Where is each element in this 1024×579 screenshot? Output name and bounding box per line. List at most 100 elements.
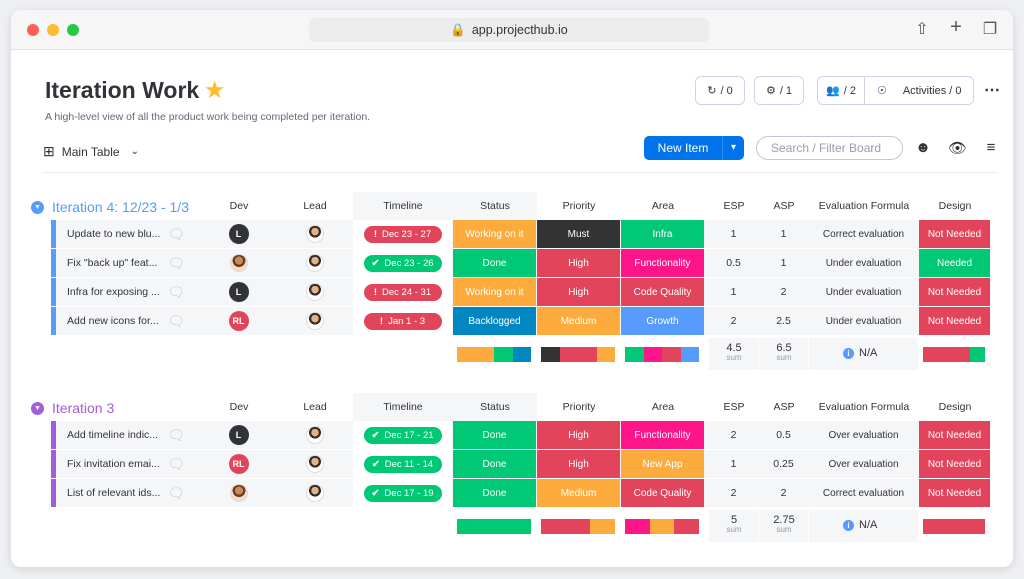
avatar[interactable]	[305, 455, 324, 473]
cell-area[interactable]: Infra	[621, 220, 704, 248]
chevron-down-icon[interactable]: ▼	[31, 200, 44, 214]
cell-asp[interactable]: 0.25	[759, 450, 808, 478]
timeline-badge[interactable]: ✔ Dec 23 - 26	[363, 254, 442, 272]
maximize-window-button[interactable]	[67, 24, 79, 36]
chevron-down-icon[interactable]: ▼	[31, 401, 44, 415]
column-header-area[interactable]: Area	[651, 200, 675, 212]
minimize-window-button[interactable]	[47, 24, 59, 36]
column-header-esp[interactable]: ESP	[723, 200, 745, 212]
cell-area[interactable]: Growth	[621, 307, 704, 335]
table-row[interactable]: Infra for exposing ... 🗨 L! Dec 24 - 31 Work…	[51, 278, 991, 306]
cell-status[interactable]: Backlogged	[453, 307, 536, 335]
column-header-area[interactable]: Area	[651, 401, 675, 413]
cell-priority[interactable]: High	[537, 421, 620, 449]
cell-dev[interactable]	[201, 479, 276, 507]
avatar[interactable]	[229, 254, 248, 272]
item-name[interactable]: Fix invitation emai...	[67, 458, 160, 470]
comment-icon[interactable]: 🗨	[167, 284, 185, 300]
cell-esp[interactable]: 1	[709, 278, 758, 306]
comment-icon[interactable]: 🗨	[167, 313, 185, 329]
new-tab-icon[interactable]: +	[950, 16, 962, 38]
cell-evaluation[interactable]: Correct evaluation	[809, 220, 918, 248]
cell-asp[interactable]: 2	[759, 479, 808, 507]
timeline-badge[interactable]: ✔ Dec 11 - 14	[363, 455, 442, 473]
cell-priority[interactable]: Medium	[537, 307, 620, 335]
cell-evaluation[interactable]: Over evaluation	[809, 421, 918, 449]
cell-evaluation[interactable]: Under evaluation	[809, 307, 918, 335]
star-icon[interactable]: ★	[205, 79, 225, 102]
item-name-cell[interactable]: Add new icons for... 🗨	[51, 307, 199, 335]
comment-icon[interactable]: 🗨	[167, 427, 185, 443]
avatar[interactable]: L	[228, 282, 249, 302]
avatar[interactable]	[305, 484, 324, 502]
column-header-evaluation[interactable]: Evaluation Formula	[818, 401, 910, 413]
cell-dev[interactable]: L	[201, 220, 276, 248]
item-name[interactable]: Add timeline indic...	[67, 429, 159, 441]
cell-design[interactable]: Not Needed	[919, 450, 990, 478]
cell-esp[interactable]: 2	[709, 479, 758, 507]
cell-asp[interactable]: 0.5	[759, 421, 808, 449]
summary-bar-design[interactable]	[923, 519, 985, 534]
close-window-button[interactable]	[27, 24, 39, 36]
avatar[interactable]	[305, 312, 324, 330]
cell-design[interactable]: Not Needed	[919, 307, 990, 335]
avatar[interactable]	[305, 426, 324, 444]
cell-evaluation[interactable]: Correct evaluation	[809, 479, 918, 507]
column-header-timeline[interactable]: Timeline	[353, 192, 453, 220]
avatar[interactable]	[229, 484, 248, 502]
column-header-design[interactable]: Design	[938, 401, 972, 413]
cell-status[interactable]: Done	[453, 479, 536, 507]
cell-dev[interactable]: RL	[201, 307, 276, 335]
cell-timeline[interactable]: ! Jan 1 - 3	[353, 307, 452, 335]
search-input[interactable]: Search / Filter Board	[756, 136, 903, 160]
integrations-button[interactable]: ⚙ / 1	[754, 76, 804, 105]
cell-timeline[interactable]: ✔ Dec 23 - 26	[353, 249, 452, 277]
avatar[interactable]: RL	[228, 311, 249, 331]
item-name-cell[interactable]: Infra for exposing ... 🗨	[51, 278, 199, 306]
item-name-cell[interactable]: Update to new blu... 🗨	[51, 220, 199, 248]
cell-dev[interactable]	[201, 249, 276, 277]
more-options-icon[interactable]: ⋯	[984, 82, 1000, 99]
cell-dev[interactable]: L	[201, 278, 276, 306]
table-row[interactable]: Update to new blu... 🗨 L! Dec 23 - 27 Workin…	[51, 220, 991, 248]
cell-lead[interactable]	[277, 421, 352, 449]
timeline-badge[interactable]: ! Dec 23 - 27	[363, 225, 442, 243]
item-name[interactable]: Add new icons for...	[67, 315, 159, 327]
summary-bar-priority[interactable]	[541, 347, 615, 362]
avatar[interactable]	[305, 254, 324, 272]
cell-status[interactable]: Done	[453, 450, 536, 478]
item-name[interactable]: Infra for exposing ...	[67, 286, 160, 298]
column-header-asp[interactable]: ASP	[773, 401, 795, 413]
item-name-cell[interactable]: Add timeline indic... 🗨	[51, 421, 199, 449]
view-selector[interactable]: ⊞ Main Table ⌄	[43, 143, 139, 160]
cell-design[interactable]: Not Needed	[919, 421, 990, 449]
group-header[interactable]: ▼ Iteration 3	[31, 400, 114, 416]
column-header-status[interactable]: Status	[453, 393, 537, 421]
avatar[interactable]	[305, 283, 324, 301]
cell-esp[interactable]: 1	[709, 450, 758, 478]
cell-esp[interactable]: 2	[709, 307, 758, 335]
column-header-dev[interactable]: Dev	[229, 200, 249, 212]
cell-asp[interactable]: 2.5	[759, 307, 808, 335]
table-row[interactable]: Fix "back up" feat... 🗨 ✔ Dec 23 - 26 Done Hi…	[51, 249, 991, 277]
cell-timeline[interactable]: ! Dec 24 - 31	[353, 278, 452, 306]
cell-asp[interactable]: 1	[759, 249, 808, 277]
comment-icon[interactable]: 🗨	[167, 255, 185, 271]
comment-icon[interactable]: 🗨	[167, 456, 185, 472]
filter-icon[interactable]: ≡	[986, 139, 996, 156]
column-header-evaluation[interactable]: Evaluation Formula	[818, 200, 910, 212]
cell-lead[interactable]	[277, 307, 352, 335]
cell-design[interactable]: Not Needed	[919, 220, 990, 248]
cell-dev[interactable]: RL	[201, 450, 276, 478]
cell-priority[interactable]: High	[537, 450, 620, 478]
summary-bar-area[interactable]	[625, 347, 699, 362]
automations-button[interactable]: ↻ / 0	[695, 76, 745, 105]
cell-area[interactable]: Functionality	[621, 249, 704, 277]
item-name-cell[interactable]: Fix invitation emai... 🗨	[51, 450, 199, 478]
cell-evaluation[interactable]: Over evaluation	[809, 450, 918, 478]
cell-timeline[interactable]: ✔ Dec 17 - 19	[353, 479, 452, 507]
cell-design[interactable]: Not Needed	[919, 479, 990, 507]
timeline-badge[interactable]: ✔ Dec 17 - 19	[363, 484, 442, 502]
column-header-lead[interactable]: Lead	[303, 401, 327, 413]
cell-lead[interactable]	[277, 479, 352, 507]
